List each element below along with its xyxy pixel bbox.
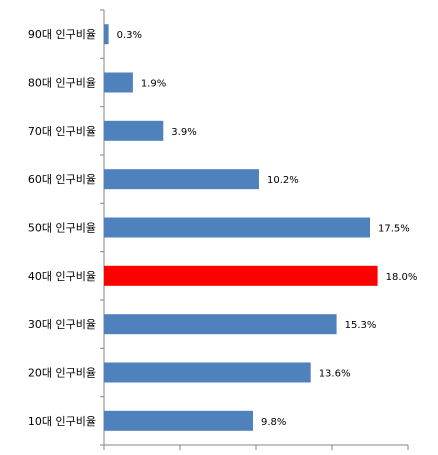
value-label: 10.2% xyxy=(267,175,299,186)
category-label: 90대 인구비율 xyxy=(28,28,96,41)
bar-6 xyxy=(104,265,378,286)
bar-8 xyxy=(104,362,311,383)
value-label: 9.8% xyxy=(261,417,286,428)
value-label: 0.3% xyxy=(117,30,142,41)
category-label: 80대 인구비율 xyxy=(28,77,96,90)
bar-7 xyxy=(104,314,337,335)
bars xyxy=(104,24,378,431)
value-label: 18.0% xyxy=(386,272,418,283)
bar-5 xyxy=(104,217,370,238)
bar-9 xyxy=(104,410,253,431)
category-label: 60대 인구비율 xyxy=(28,173,96,186)
labels: 90대 인구비율 0.3% 80대 인구비율 1.9% 70대 인구비율 3.9% 60대 … xyxy=(28,28,417,428)
value-label: 3.9% xyxy=(171,127,196,138)
bar-3 xyxy=(104,120,164,141)
category-label: 10대 인구비율 xyxy=(28,415,96,428)
value-label: 15.3% xyxy=(345,320,377,331)
value-label: 1.9% xyxy=(141,79,166,90)
value-label: 13.6% xyxy=(319,369,351,380)
category-label: 70대 인구비율 xyxy=(28,125,96,138)
bar-2 xyxy=(104,72,133,93)
bar-4 xyxy=(104,169,259,190)
bar-1 xyxy=(104,24,109,45)
category-label: 30대 인구비율 xyxy=(28,318,96,331)
value-label: 17.5% xyxy=(378,224,410,235)
category-label: 50대 인구비율 xyxy=(28,222,96,235)
category-label: 40대 인구비율 xyxy=(28,270,96,283)
category-label: 20대 인구비율 xyxy=(28,367,96,380)
